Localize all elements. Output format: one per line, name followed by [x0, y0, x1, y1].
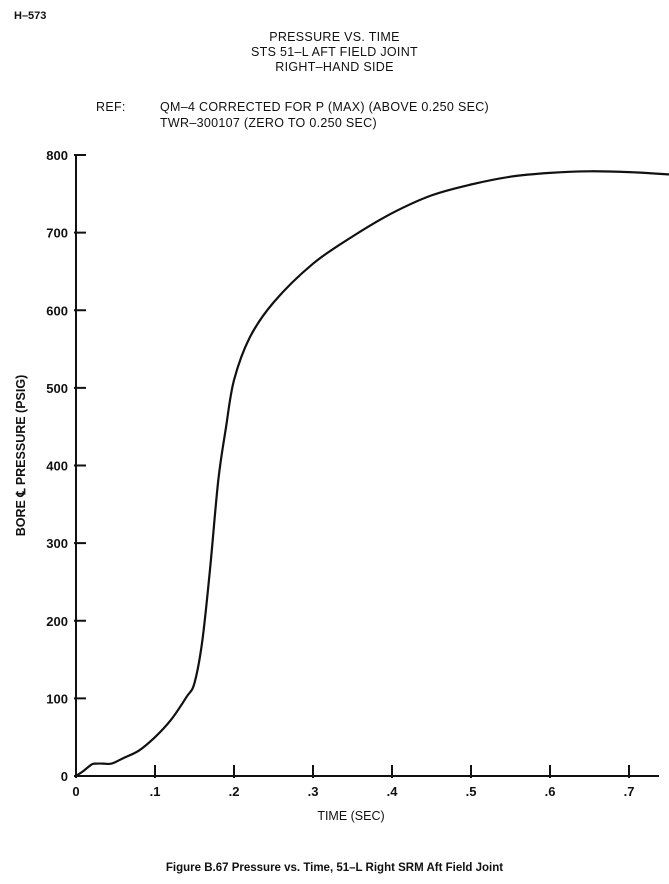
y-tick-label: 800 [46, 148, 68, 163]
x-axis-label: TIME (SEC) [317, 809, 384, 823]
reference-label: REF: [96, 100, 126, 114]
y-tick-label: 600 [46, 303, 68, 318]
chart-title-line-3: RIGHT–HAND SIDE [275, 60, 394, 74]
chart-title-line-1: PRESSURE VS. TIME [269, 30, 400, 44]
x-tick-label: .3 [308, 784, 319, 799]
y-axis-label: BORE ℄ PRESSURE (PSIG) [14, 375, 28, 537]
y-tick-label: 200 [46, 614, 68, 629]
x-tick-label: .5 [466, 784, 477, 799]
y-tick-label: 400 [46, 459, 68, 474]
y-tick-label: 300 [46, 536, 68, 551]
x-tick-label: .4 [387, 784, 399, 799]
figure-caption: Figure B.67 Pressure vs. Time, 51–L Righ… [165, 862, 504, 874]
chart-axes [75, 155, 659, 777]
y-tick-label: 100 [46, 691, 68, 706]
chart-title-line-2: STS 51–L AFT FIELD JOINT [251, 45, 418, 59]
x-tick-label: 0 [72, 784, 79, 799]
reference-line-2: TWR–300107 (ZERO TO 0.250 SEC) [160, 116, 377, 130]
x-tick-label: .1 [150, 784, 161, 799]
x-tick-label: .6 [545, 784, 556, 799]
page-number: H–573 [14, 10, 47, 22]
reference-line-1: QM–4 CORRECTED FOR P (MAX) (ABOVE 0.250 … [160, 100, 490, 114]
x-tick-label: .7 [624, 784, 635, 799]
x-tick-label: .2 [229, 784, 240, 799]
y-tick-label: 700 [46, 226, 68, 241]
chart-ticks [74, 154, 630, 778]
y-tick-label: 500 [46, 381, 68, 396]
y-tick-label: 0 [61, 769, 68, 784]
pressure-series-line [74, 170, 669, 778]
chart-tick-labels: 0 100 200 300 400 500 600 700 800 0 .1 .2 .3 .4 .5 .6 .7 [46, 148, 634, 799]
